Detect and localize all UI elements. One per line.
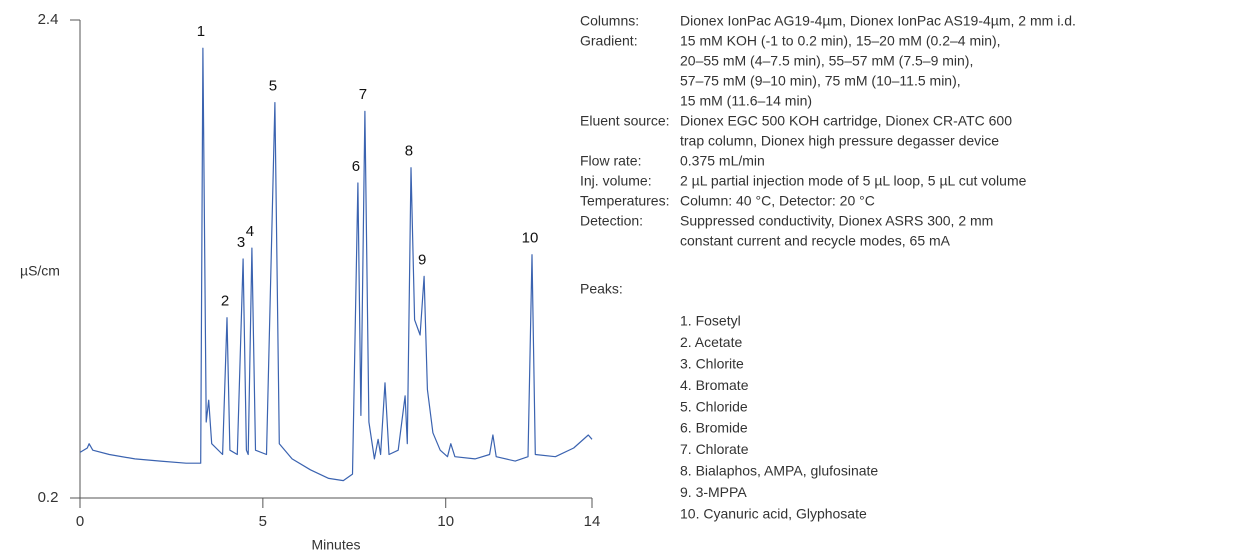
peak-name: 4. Bromate xyxy=(680,377,749,393)
condition-value: Dionex EGC 500 KOH cartridge, Dionex CR-… xyxy=(680,113,1012,129)
y-tick-label: 2.4 xyxy=(38,11,59,28)
x-tick-label: 5 xyxy=(259,513,267,530)
condition-value: trap column, Dionex high pressure degass… xyxy=(680,133,999,149)
condition-value: 15 mM (11.6–14 min) xyxy=(680,93,812,109)
condition-label: Detection: xyxy=(580,213,643,229)
condition-label: Flow rate: xyxy=(580,153,641,169)
condition-value: 2 µL partial injection mode of 5 µL loop… xyxy=(680,173,1027,189)
peaks-heading: Peaks: xyxy=(580,281,623,297)
peak-label: 6 xyxy=(352,158,360,175)
condition-value: 15 mM KOH (-1 to 0.2 min), 15–20 mM (0.2… xyxy=(680,33,1001,49)
peak-label: 2 xyxy=(221,293,229,310)
peak-name: 1. Fosetyl xyxy=(680,313,741,329)
condition-label: Inj. volume: xyxy=(580,173,652,189)
peak-label: 8 xyxy=(405,143,413,160)
peak-name: 3. Chlorite xyxy=(680,356,744,372)
condition-value: Dionex IonPac AG19-4µm, Dionex IonPac AS… xyxy=(680,13,1076,29)
peak-label: 3 xyxy=(237,234,245,251)
y-axis-label: µS/cm xyxy=(20,263,60,279)
peak-label: 5 xyxy=(269,78,277,95)
condition-value: 57–75 mM (9–10 min), 75 mM (10–11.5 min)… xyxy=(680,73,961,89)
peak-name: 7. Chlorate xyxy=(680,441,749,457)
x-tick-label: 10 xyxy=(437,513,454,530)
peak-name: 2. Acetate xyxy=(680,334,742,350)
y-tick-label: 0.2 xyxy=(38,489,59,506)
peak-label: 4 xyxy=(246,223,254,240)
condition-label: Eluent source: xyxy=(580,113,670,129)
peak-label: 10 xyxy=(522,230,539,247)
x-tick-label: 14 xyxy=(584,513,601,530)
condition-value: 20–55 mM (4–7.5 min), 55–57 mM (7.5–9 mi… xyxy=(680,53,973,69)
condition-value: Column: 40 °C, Detector: 20 °C xyxy=(680,193,875,209)
x-axis-label: Minutes xyxy=(311,537,360,553)
peak-name: 5. Chloride xyxy=(680,398,748,414)
peak-label: 9 xyxy=(418,251,426,268)
condition-value: constant current and recycle modes, 65 m… xyxy=(680,233,951,249)
peak-name: 8. Bialaphos, AMPA, glufosinate xyxy=(680,463,878,479)
peak-name: 10. Cyanuric acid, Glyphosate xyxy=(680,505,867,521)
condition-value: 0.375 mL/min xyxy=(680,153,765,169)
peak-label: 7 xyxy=(359,86,367,103)
condition-label: Temperatures: xyxy=(580,193,669,209)
condition-value: Suppressed conductivity, Dionex ASRS 300… xyxy=(680,213,993,229)
peak-name: 6. Bromide xyxy=(680,420,748,436)
condition-label: Columns: xyxy=(580,13,639,29)
x-tick-label: 0 xyxy=(76,513,84,530)
peak-label: 1 xyxy=(197,23,205,40)
trace xyxy=(79,47,593,482)
peak-name: 9. 3-MPPA xyxy=(680,484,747,500)
condition-label: Gradient: xyxy=(580,33,638,49)
